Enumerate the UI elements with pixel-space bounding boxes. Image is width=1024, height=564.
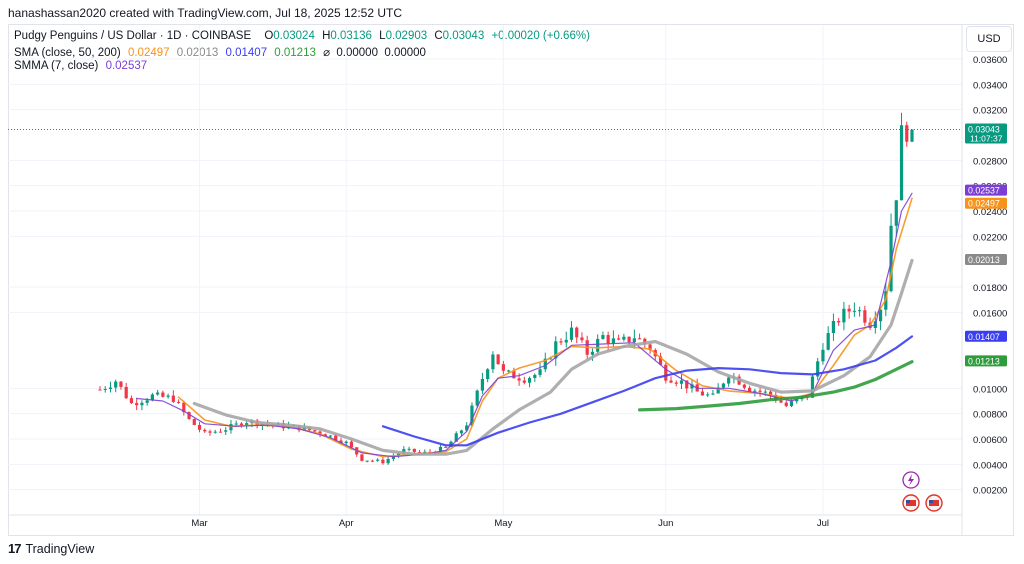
legend-symbol: Pudgy Penguins / US Dollar · 1D · COINBA… <box>14 30 594 42</box>
legend-smma: SMMA (7, close) 0.02537 <box>14 60 151 72</box>
smma-value: 0.02537 <box>105 60 148 72</box>
currency-button[interactable]: USD <box>966 26 1012 52</box>
sma-value-3: 0.01407 <box>225 47 268 59</box>
sma-value-5: ⌀ 0.00000 0.00000 <box>323 47 426 59</box>
legend-sma: SMA (close, 50, 200) 0.02497 0.02013 0.0… <box>14 45 430 59</box>
close-value: 0.03043 <box>442 30 485 42</box>
tradingview-logo[interactable]: 17 <box>8 541 22 556</box>
sma-value-2: 0.02013 <box>176 47 219 59</box>
change-value: +0.00020 (+0.66%) <box>491 30 590 42</box>
sma-value-4: 0.01213 <box>274 47 316 59</box>
chart-frame <box>8 24 1014 536</box>
open-value: 0.03024 <box>273 30 315 42</box>
low-label: L <box>379 30 386 42</box>
sma-value-1: 0.02497 <box>127 47 170 59</box>
brand-name[interactable]: TradingView <box>25 541 95 556</box>
high-label: H <box>322 30 331 42</box>
close-label: C <box>434 30 443 42</box>
open-label: O <box>264 30 274 42</box>
sma-label[interactable]: SMA (close, 50, 200) <box>14 47 121 59</box>
low-value: 0.02903 <box>385 30 428 42</box>
high-value: 0.03136 <box>330 30 372 42</box>
symbol-title[interactable]: Pudgy Penguins / US Dollar · 1D · COINBA… <box>14 30 252 42</box>
smma-label[interactable]: SMMA (7, close) <box>14 60 99 72</box>
footer: 17 TradingView <box>8 541 94 556</box>
chart-header: hanashassan2020 created with TradingView… <box>8 6 403 20</box>
